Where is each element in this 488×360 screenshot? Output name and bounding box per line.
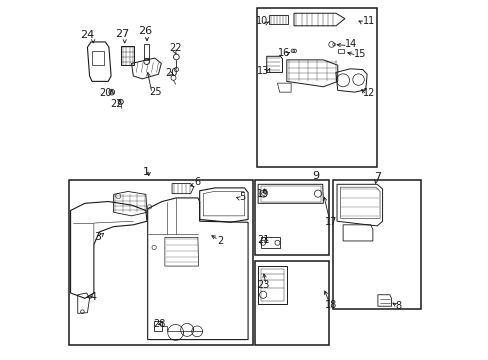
Bar (255, 180, 328, 255)
Bar (255, 261, 328, 345)
Text: 16: 16 (277, 48, 289, 58)
Text: 20: 20 (164, 68, 177, 78)
Text: 20: 20 (99, 88, 111, 98)
Text: 9: 9 (312, 171, 319, 181)
Text: 18: 18 (325, 300, 337, 310)
Bar (333, 180, 420, 309)
Text: 15: 15 (353, 49, 366, 59)
Text: 27: 27 (115, 30, 129, 39)
Text: 23: 23 (256, 280, 269, 290)
Text: 24: 24 (80, 30, 94, 40)
Text: 3: 3 (95, 232, 102, 242)
Text: 21: 21 (256, 235, 269, 245)
Text: 8: 8 (395, 301, 401, 311)
Text: 14: 14 (345, 40, 357, 49)
Text: 28: 28 (153, 319, 165, 329)
Text: 6: 6 (194, 177, 200, 187)
Text: 25: 25 (149, 87, 162, 97)
Text: 22: 22 (169, 43, 182, 53)
Bar (69, 180, 252, 345)
Text: 4: 4 (89, 292, 97, 302)
Text: 5: 5 (239, 192, 245, 202)
Text: 26: 26 (138, 26, 152, 36)
Text: 11: 11 (363, 16, 375, 26)
Text: 19: 19 (257, 189, 269, 199)
Text: 10: 10 (255, 16, 267, 26)
Text: 12: 12 (363, 88, 375, 98)
Bar (257, 8, 376, 167)
Text: 1: 1 (142, 167, 149, 177)
Text: 22: 22 (110, 99, 122, 109)
Text: 13: 13 (257, 66, 269, 76)
Text: 7: 7 (373, 172, 380, 182)
Text: 2: 2 (217, 236, 223, 246)
Text: 17: 17 (325, 217, 337, 227)
